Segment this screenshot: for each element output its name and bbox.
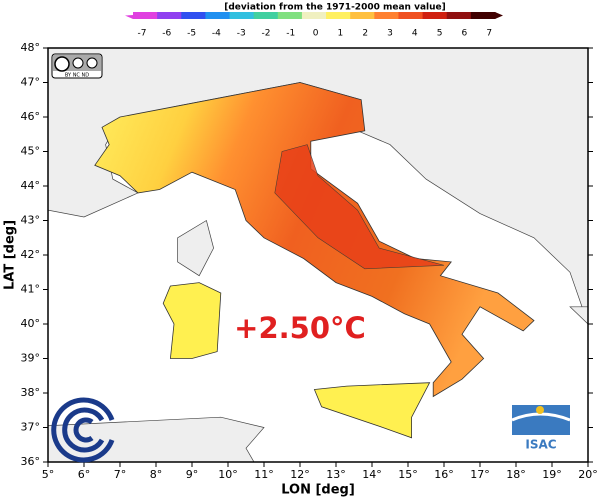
colorbar-swatch [229, 12, 255, 19]
x-tick-label: 7° [114, 468, 127, 481]
colorbar-swatch [422, 12, 448, 19]
colorbar-swatch [181, 12, 206, 19]
colorbar-swatch [470, 12, 496, 19]
x-tick-label: 17° [470, 468, 490, 481]
y-tick-label: 38° [21, 386, 41, 399]
colorbar-tick-label: -1 [286, 29, 295, 39]
isac-text: ISAC [525, 438, 556, 452]
x-tick-label: 8° [150, 468, 163, 481]
y-tick-label: 47° [21, 76, 41, 89]
y-axis-label: LAT [deg] [3, 220, 18, 290]
colorbar-swatch [301, 12, 327, 19]
colorbar-tick-label: -5 [187, 29, 196, 39]
colorbar-tick-label: 1 [338, 29, 344, 39]
x-tick-label: 14° [362, 468, 382, 481]
colorbar-swatch [326, 12, 351, 19]
y-tick-label: 40° [21, 317, 41, 330]
colorbar-tick-label: 4 [412, 29, 418, 39]
hot-core [274, 144, 445, 270]
colorbar-swatch [205, 12, 231, 19]
x-tick-label: 6° [78, 468, 91, 481]
x-axis-label: LON [deg] [281, 483, 355, 498]
colorbar-swatch [277, 12, 303, 19]
colorbar-swatch [253, 12, 279, 19]
colorbar-tick-label: 0 [313, 29, 319, 39]
cnr-logo [51, 397, 115, 463]
x-tick-label: 10° [218, 468, 238, 481]
x-tick-label: 5° [42, 468, 55, 481]
y-tick-label: 44° [21, 179, 41, 192]
x-tick-label: 16° [434, 468, 454, 481]
colorbar-swatch [350, 12, 375, 19]
colorbar-tick-label: -7 [138, 29, 147, 39]
colorbar: -7 -6 -5 -4 -3 -2 -1 0 1 2 3 4 5 6 7 [125, 12, 503, 39]
license-badge: BY NC ND [51, 53, 103, 79]
corsica [177, 219, 214, 277]
x-tick-label: 11° [254, 468, 274, 481]
sardinia [162, 282, 222, 359]
greece [569, 306, 588, 325]
y-tick-label: 43° [21, 214, 41, 227]
colorbar-tick-label: 7 [486, 29, 492, 39]
colorbar-arrow [125, 15, 133, 19]
colorbar-swatch [133, 12, 158, 19]
colorbar-arrow [495, 12, 503, 19]
colorbar-tick-label: -6 [162, 29, 171, 39]
y-tick-label: 48° [21, 41, 41, 54]
colorbar-swatch [157, 12, 182, 19]
axis-ticks: 5° 6° 7° 8° 9° 10° 11° 12° 13° 14° 15° 16° 17° 18° 19°… [21, 41, 598, 481]
x-tick-label: 20° [578, 468, 598, 481]
x-tick-label: 13° [326, 468, 346, 481]
isac-logo: ISAC [511, 405, 571, 452]
colorbar-tick-label: -2 [262, 29, 271, 39]
x-tick-label: 18° [506, 468, 526, 481]
x-tick-label: 19° [542, 468, 562, 481]
sicily [313, 382, 431, 439]
x-tick-label: 15° [398, 468, 418, 481]
y-tick-label: 39° [21, 352, 41, 365]
colorbar-swatch [398, 12, 424, 19]
y-tick-label: 42° [21, 248, 41, 261]
colorbar-tick-label: -4 [212, 29, 221, 39]
colorbar-tick-label: -3 [237, 29, 246, 39]
colorbar-title: [deviation from the 1971-2000 mean value… [224, 3, 446, 13]
y-tick-label: 36° [21, 455, 41, 468]
y-tick-label: 45° [21, 145, 41, 158]
colorbar-tick-label: 6 [462, 29, 468, 39]
colorbar-swatch [446, 12, 472, 19]
anomaly-label: +2.50°C [234, 311, 366, 345]
license-text: BY NC ND [65, 73, 89, 79]
y-tick-label: 46° [21, 110, 41, 123]
colorbar-tick-label: 3 [387, 29, 393, 39]
y-tick-label: 37° [21, 421, 41, 434]
colorbar-tick-label: 2 [362, 29, 368, 39]
italy-anomaly [94, 82, 535, 398]
colorbar-swatch [374, 12, 399, 19]
x-tick-label: 12° [290, 468, 310, 481]
y-tick-label: 41° [21, 283, 41, 296]
x-tick-label: 9° [186, 468, 199, 481]
colorbar-tick-label: 5 [437, 29, 443, 39]
